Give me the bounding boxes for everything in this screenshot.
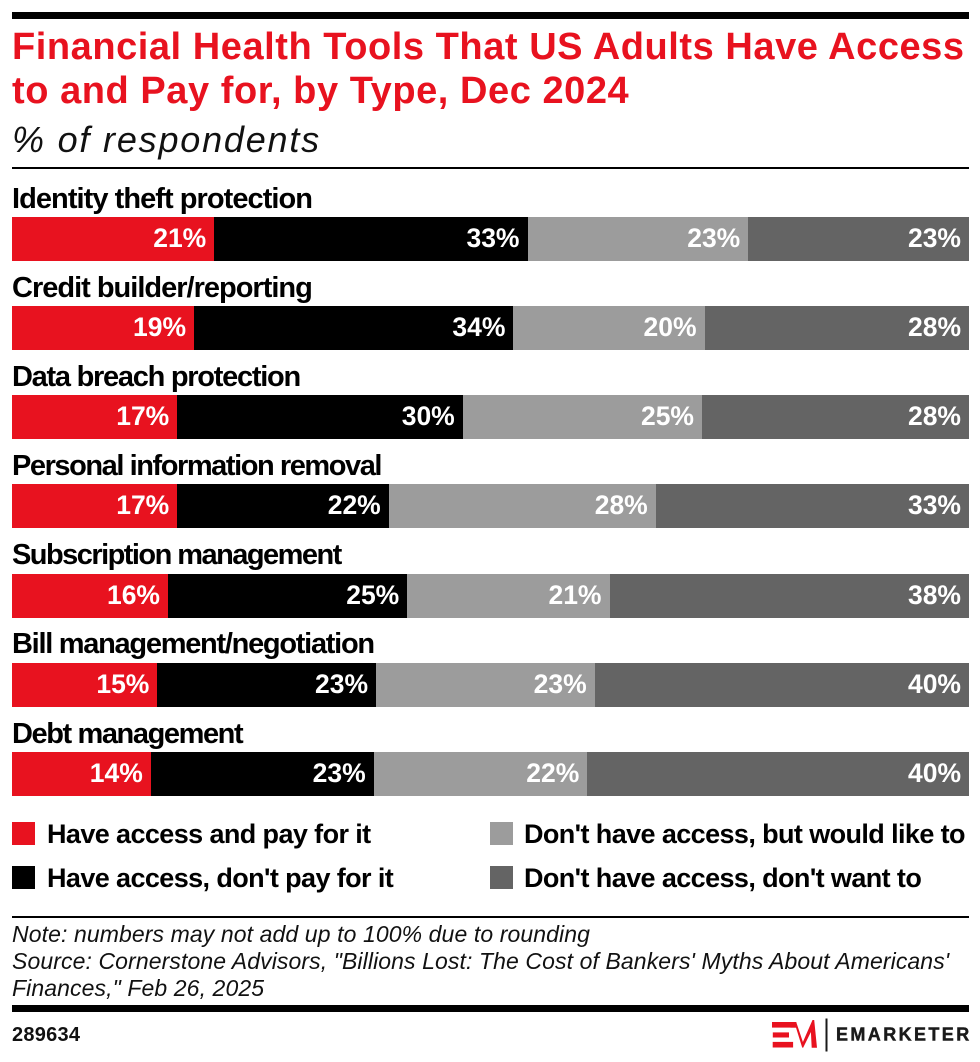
svg-text:EMARKETER: EMARKETER (836, 1025, 972, 1045)
